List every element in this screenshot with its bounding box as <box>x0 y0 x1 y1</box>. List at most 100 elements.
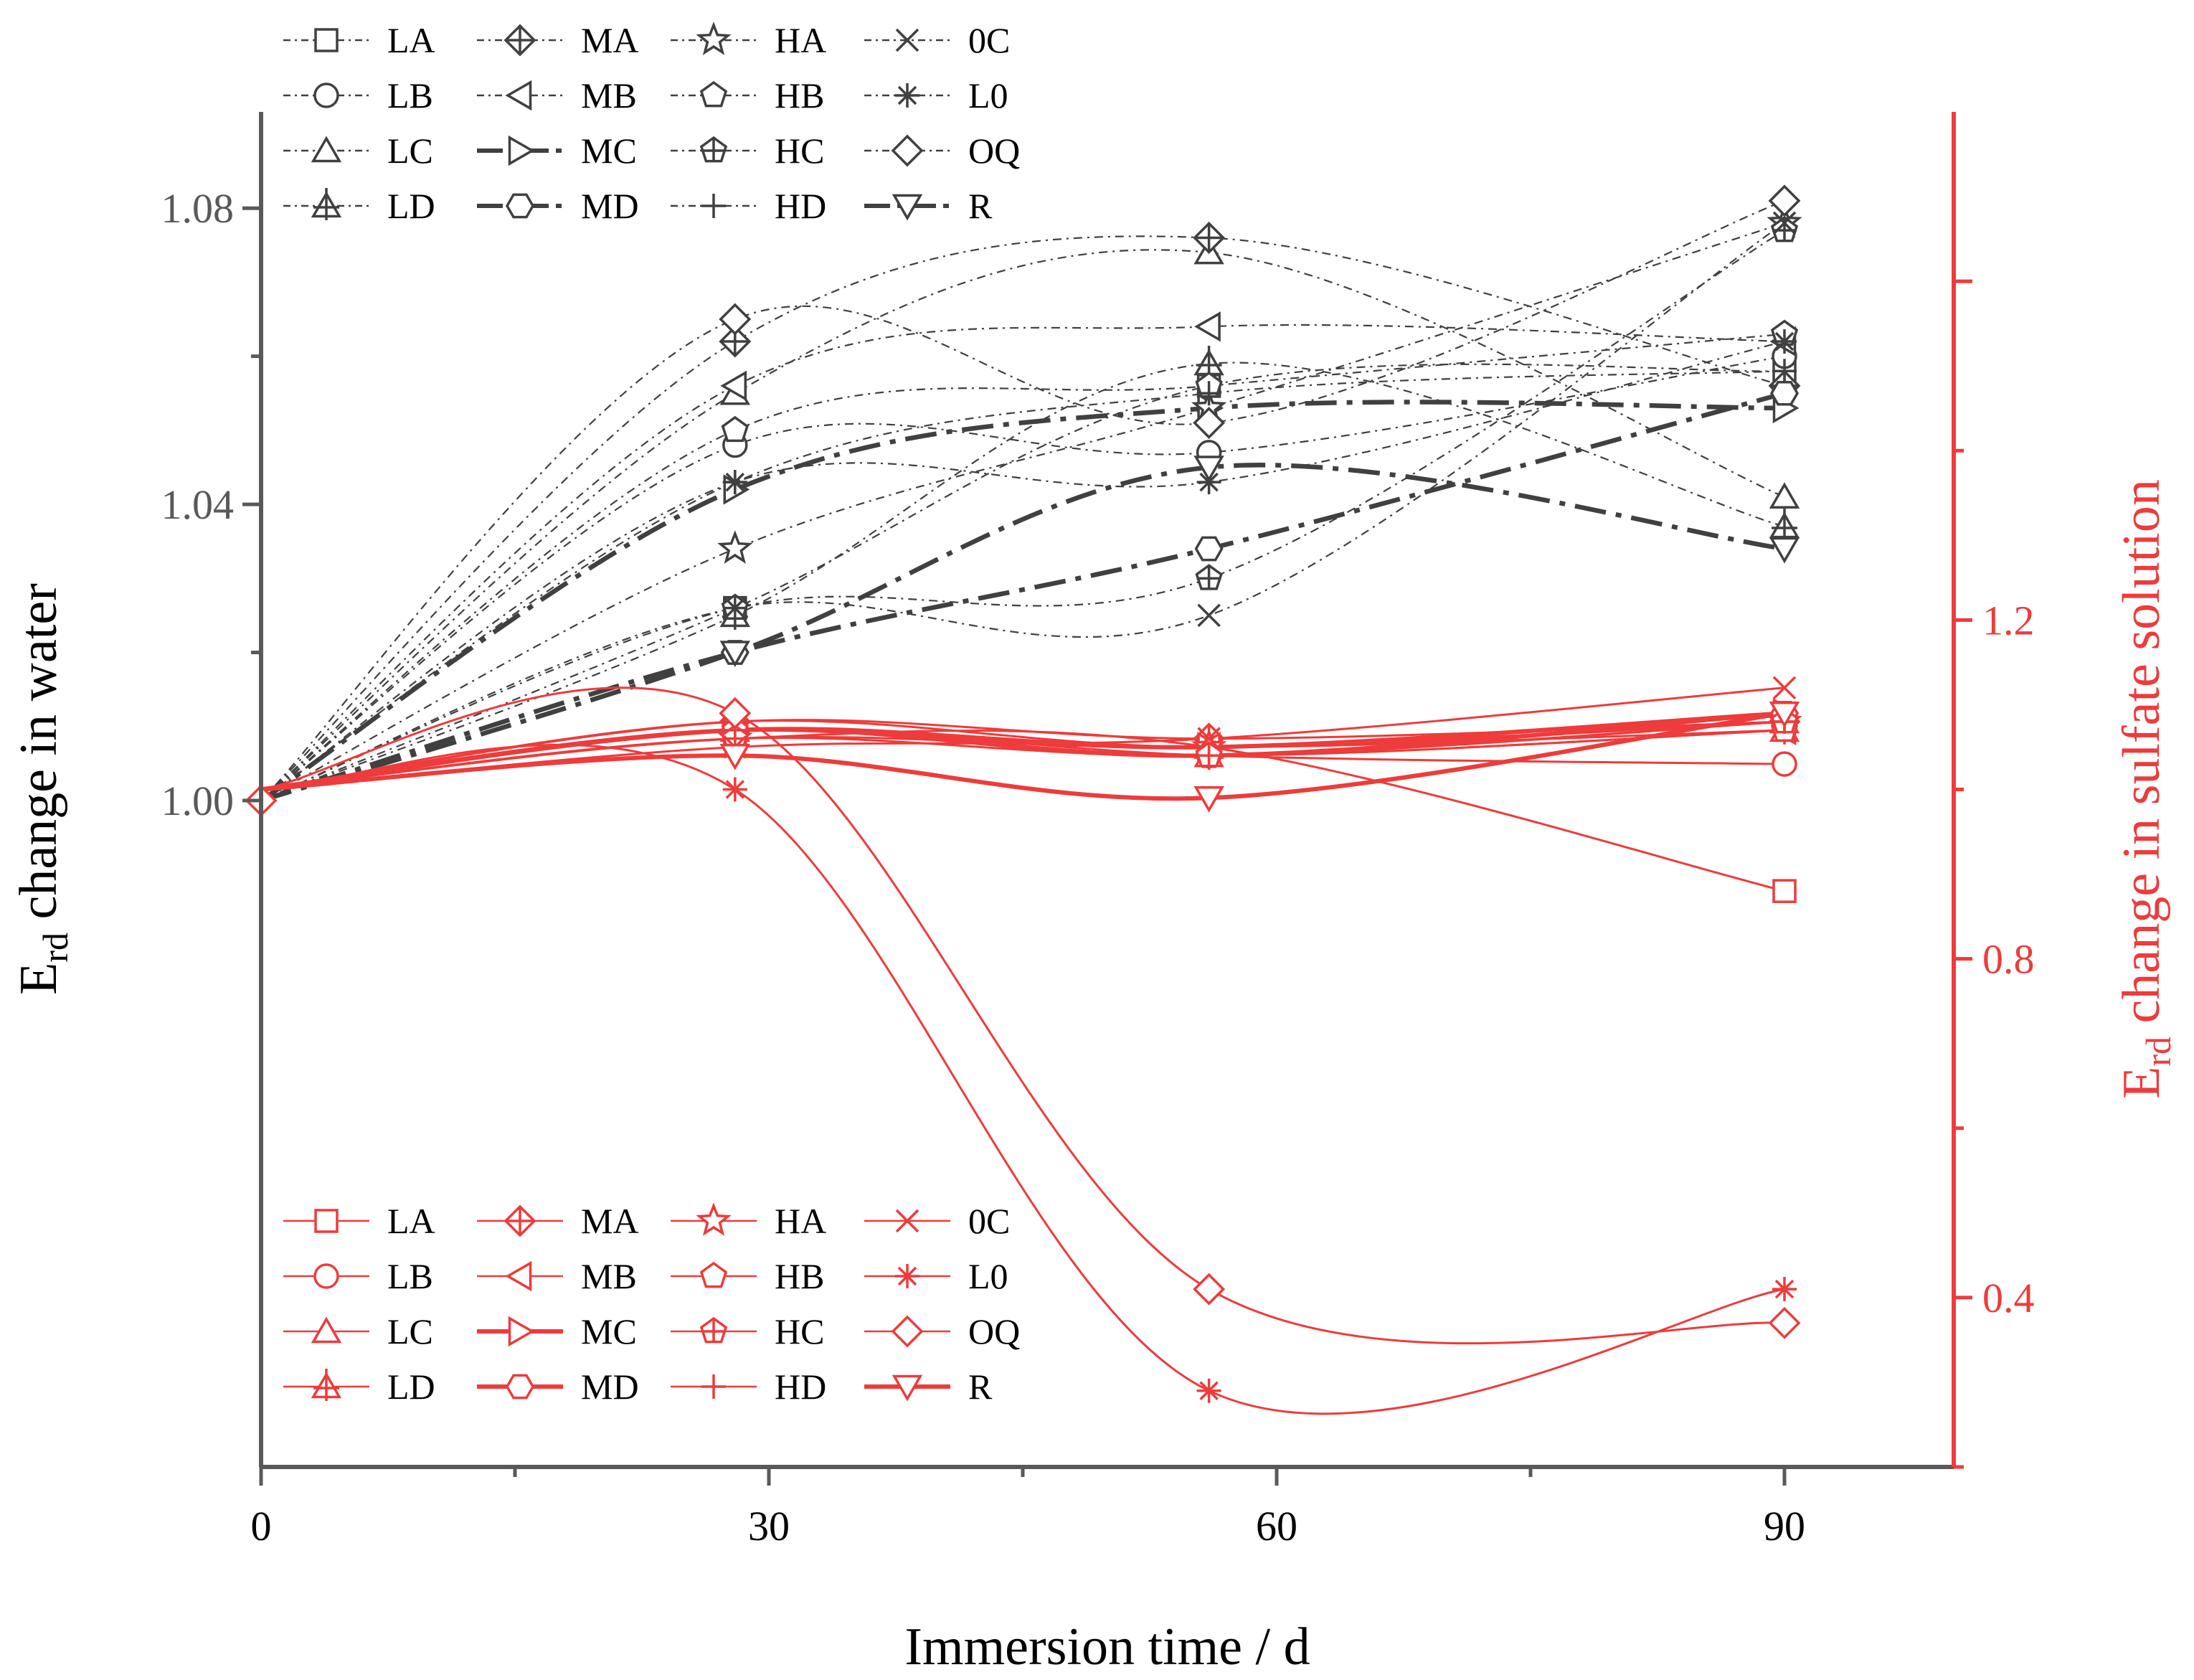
legend-marker-triangle-up <box>311 136 342 163</box>
legend-marker-triangle-left <box>505 1260 532 1292</box>
water-point-l0-90 <box>1772 329 1797 354</box>
legend-label: MB <box>581 75 637 115</box>
legend-item-r: R <box>864 186 993 226</box>
water-point-mb-28 <box>720 370 747 402</box>
left-y-tick-label: 1.04 <box>161 481 235 528</box>
legend-item-mb: MB <box>477 75 637 115</box>
x-tick-label-0: 0 <box>251 1503 272 1549</box>
legend-marker-diamond-plus <box>503 24 536 57</box>
legend-item-mc: MC <box>477 1311 637 1351</box>
water-point-oq-90 <box>1768 184 1801 217</box>
sulfate-series-lines <box>260 686 1785 1415</box>
sulfate-line-r <box>260 711 1785 801</box>
legend-label: LA <box>387 1201 435 1241</box>
legend-marker-triangle-left <box>505 80 532 111</box>
water-point-hd-56 <box>1196 381 1221 406</box>
water-point-ha-28 <box>717 530 753 564</box>
legend-label: HB <box>775 1256 824 1296</box>
right-y-axis-title: Erd change in sulfate solution <box>2112 479 2178 1099</box>
legend-marker-pentagon <box>699 80 728 108</box>
legend-item-l0: L0 <box>864 1256 1008 1296</box>
water-point-0c-56 <box>1197 603 1221 628</box>
legend-marker-pentagon-plus <box>699 1316 728 1344</box>
legend-marker-triangle-down <box>892 1374 923 1402</box>
water-point-mb-56 <box>1194 311 1221 342</box>
water-line-l0 <box>260 340 1785 801</box>
legend-item-la: LA <box>283 1201 435 1241</box>
legend-label: 0C <box>968 20 1010 60</box>
right-y-tick-label: 1.2 <box>1982 597 2035 643</box>
legend-label: LD <box>387 1367 435 1407</box>
legend-label: MD <box>581 186 639 226</box>
legend-label: HB <box>775 75 824 115</box>
legend-label: MA <box>581 1201 639 1241</box>
left-y-axis-title: Erd change in water <box>9 583 75 995</box>
legend-sulfate: LA LB LC LD MA MB MC MD HA HB HC HD 0C L0 OQ R <box>283 1201 1020 1407</box>
water-line-ld <box>260 362 1785 802</box>
legend-label: LB <box>387 1256 433 1296</box>
water-line-hd <box>260 370 1785 801</box>
legend-marker-plus <box>701 1374 726 1399</box>
legend-marker-triangle-up-plus <box>311 1369 342 1401</box>
water-point-oq-56 <box>1193 407 1226 439</box>
sulfate-point-l0-56 <box>1196 1378 1221 1403</box>
water-point-r-28 <box>719 641 751 667</box>
series-markers <box>245 184 1802 1403</box>
sulfate-point-la-90 <box>1772 879 1797 903</box>
legend-item-r: R <box>864 1367 993 1407</box>
legend-marker-x <box>895 28 919 52</box>
legend-item-hc: HC <box>671 1311 824 1351</box>
legend-item-ld: LD <box>283 186 435 226</box>
legend-label: R <box>968 186 993 226</box>
water-point-r-90 <box>1769 537 1800 564</box>
sulfate-point-0c-90 <box>1772 676 1797 700</box>
sulfate-point-l0-90 <box>1772 1277 1797 1302</box>
x-tick-label-90: 90 <box>1764 1503 1805 1549</box>
water-line-md <box>260 391 1785 803</box>
legend-label: HA <box>775 20 826 60</box>
legend-label: OQ <box>968 1311 1020 1351</box>
sulfate-point-0c-56 <box>1197 727 1221 750</box>
legend-item-0c: 0C <box>864 20 1010 60</box>
legend-label: HD <box>775 1367 826 1407</box>
legend-marker-diamond-plus <box>503 1204 536 1237</box>
legend-marker-hexagon <box>505 193 535 219</box>
sulfate-line-oq <box>260 686 1785 1345</box>
legend-label: LC <box>387 1311 433 1351</box>
legend-marker-x <box>895 1209 919 1233</box>
x-ticks: 0 30 60 90 <box>251 1467 1805 1549</box>
legend-item-ma: MA <box>477 1201 639 1241</box>
right-y-ticks: 0.4 0.8 1.2 <box>1954 279 2035 1469</box>
legend-marker-square <box>314 28 339 52</box>
legend-marker-star <box>696 22 732 55</box>
water-point-hb-28 <box>721 415 749 443</box>
water-point-hc-56 <box>1195 564 1223 590</box>
legend-marker-triangle-down <box>892 194 923 221</box>
legend-label: HC <box>775 131 824 171</box>
legend-item-md: MD <box>477 186 639 226</box>
legend-marker-triangle-up <box>311 1316 342 1344</box>
legend-marker-hexagon <box>505 1374 535 1400</box>
legend-marker-diamond <box>891 134 924 167</box>
legend-item-md: MD <box>477 1367 639 1407</box>
sulfate-point-r-56 <box>1193 786 1224 813</box>
x-tick-label-30: 30 <box>748 1503 790 1549</box>
water-point-oq-28 <box>719 303 752 336</box>
water-series-lines <box>260 199 1785 803</box>
legend-item-0c: 0C <box>864 1201 1010 1241</box>
water-point-r-56 <box>1193 456 1224 482</box>
legend-label: HA <box>775 1201 826 1241</box>
legend-item-ld: LD <box>283 1367 435 1407</box>
left-y-tick-label: 1.00 <box>161 778 235 824</box>
water-line-lb <box>260 355 1785 801</box>
legend-label: OQ <box>968 131 1020 171</box>
legend-water: LA LB LC LD MA MB MC MD HA HB HC HD 0C L0 OQ R <box>283 20 1020 226</box>
sulfate-line-l0 <box>260 743 1785 1415</box>
legend-item-hb: HB <box>671 1256 824 1296</box>
legend-item-hd: HD <box>671 1367 826 1407</box>
legend-item-oq: OQ <box>864 1311 1020 1351</box>
legend-marker-triangle-right <box>508 135 535 166</box>
legend-marker-star <box>696 1202 732 1236</box>
left-y-tick-label: 1.08 <box>161 185 235 232</box>
legend-marker-triangle-right <box>508 1316 535 1347</box>
